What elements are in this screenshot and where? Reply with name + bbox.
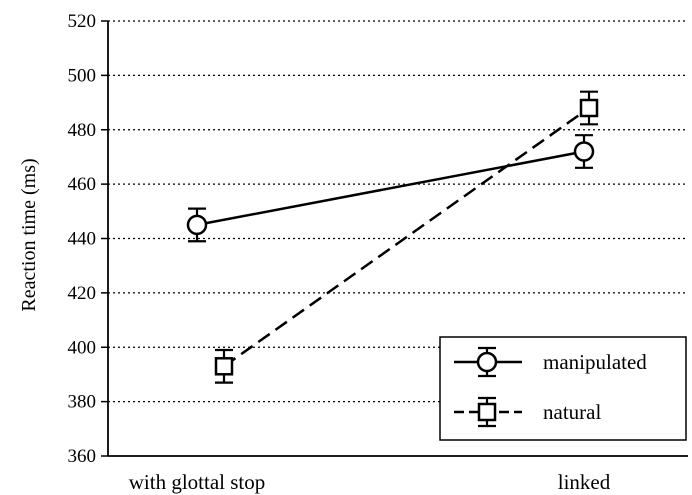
legend-item: manipulated <box>454 346 647 378</box>
series-line <box>223 106 590 368</box>
y-tick-label: 480 <box>68 120 97 141</box>
point-marker-square <box>214 357 234 376</box>
point-marker-circle <box>476 351 498 373</box>
x-tick-label: with glottal stop <box>129 470 266 494</box>
legend-label: natural <box>543 400 601 424</box>
y-tick-label: 520 <box>68 11 97 32</box>
x-tick-labels: with glottal stop linked <box>129 470 611 494</box>
legend-item: natural <box>454 396 601 428</box>
y-tick-label: 360 <box>68 446 97 467</box>
series <box>186 90 599 384</box>
x-tick-label: linked <box>558 470 611 494</box>
point-marker-circle <box>573 141 595 162</box>
y-tick-label: 500 <box>68 65 97 86</box>
y-tick-label: 380 <box>68 392 97 413</box>
y-tick-label: 400 <box>68 337 97 358</box>
point-marker-square <box>477 402 497 422</box>
point-marker-square <box>579 98 599 118</box>
legend: manipulated natural <box>439 336 687 441</box>
y-tick-labels: 360 380 400 420 440 460 480 500 520 <box>68 11 97 467</box>
series-natural <box>214 90 599 384</box>
series-line <box>196 150 585 227</box>
legend-label: manipulated <box>543 350 647 374</box>
point-marker-circle <box>186 214 208 236</box>
axes <box>101 20 688 457</box>
y-tick-label: 420 <box>68 283 97 304</box>
series-manipulated <box>186 134 595 243</box>
y-axis-label: Reaction time (ms) <box>18 158 40 311</box>
y-tick-label: 440 <box>68 229 97 250</box>
y-tick-label: 460 <box>68 174 97 195</box>
grid-lines <box>108 20 688 403</box>
